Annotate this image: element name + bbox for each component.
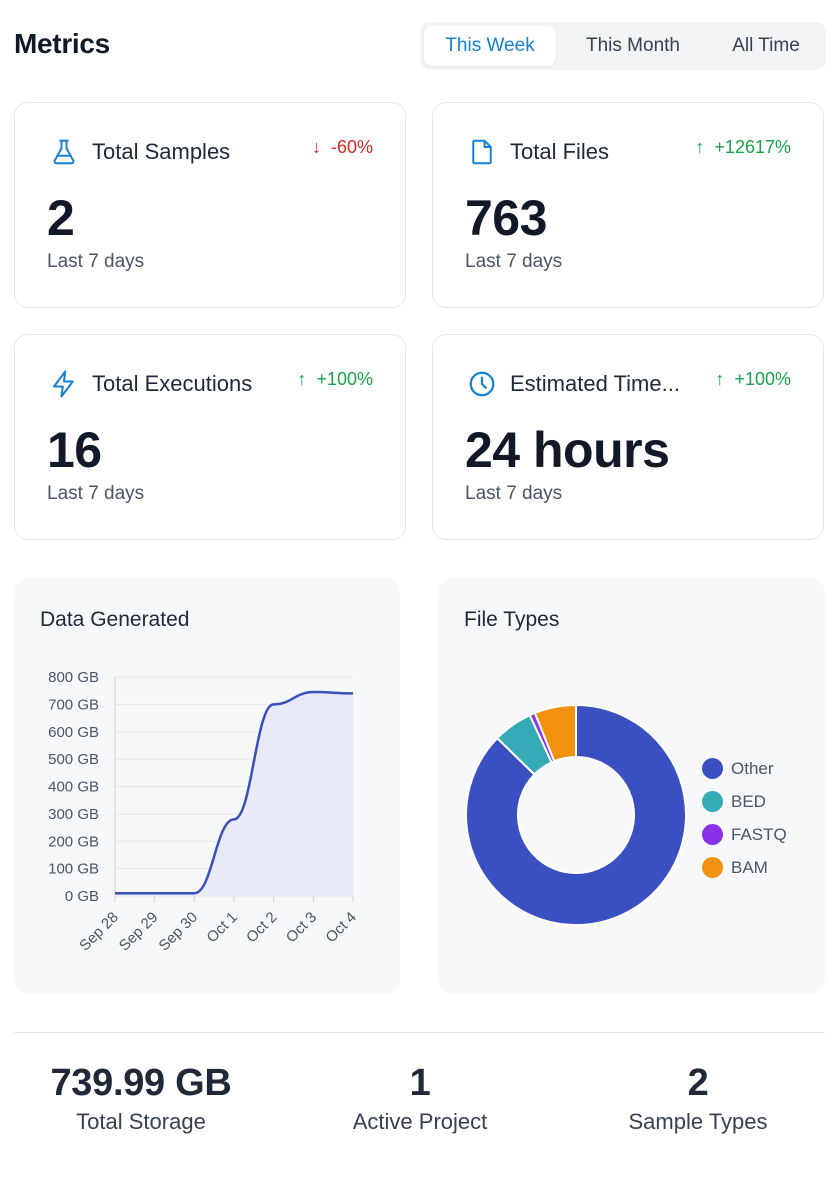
x-tick-label: Oct 2 — [243, 909, 280, 946]
metric-delta: ↑ +12617% — [695, 137, 791, 157]
summary-active-project: 1 Active Project — [285, 1062, 555, 1135]
y-tick-label: 100 GB — [48, 861, 99, 878]
donut-slice-bam — [533, 703, 577, 763]
metric-period: Last 7 days — [47, 483, 145, 504]
donut-slice-other — [465, 703, 687, 926]
metric-delta: ↑ +100% — [297, 369, 373, 389]
x-tick-label: Oct 1 — [203, 909, 240, 946]
data-generated-chart: 0 GB 100 GB 200 GB 300 GB 400 GB 500 GB 600 GB… — [48, 669, 360, 955]
data-generated-title: Data Generated — [40, 608, 190, 631]
data-generated-panel: Data Generated 0 GB 100 GB 200 GB 300 GB 400… — [14, 578, 400, 994]
y-tick-label: 0 GB — [65, 888, 99, 905]
time-range-toggle: This Week This Month All Time — [420, 22, 826, 70]
arrow-up-icon: ↑ — [695, 137, 705, 157]
flask-icon — [53, 139, 75, 165]
y-tick-label: 400 GB — [48, 779, 99, 796]
y-tick-label: 200 GB — [48, 833, 99, 850]
metric-period: Last 7 days — [465, 483, 563, 504]
file-types-panel: File Types Other BED FASTQ BAM — [438, 578, 825, 994]
metric-label: Estimated Time... — [510, 371, 680, 396]
metric-label: Total Samples — [92, 139, 231, 164]
file-icon — [472, 139, 492, 165]
legend-label: BAM — [731, 857, 768, 877]
x-tick-label: Oct 3 — [283, 909, 320, 946]
y-tick-label: 500 GB — [48, 751, 99, 768]
file-types-title: File Types — [464, 608, 560, 631]
y-tick-label: 600 GB — [48, 724, 99, 741]
x-tick-label: Sep 30 — [156, 909, 202, 955]
tab-this-month[interactable]: This Month — [586, 35, 680, 56]
lightning-icon — [53, 370, 74, 398]
file-types-legend: Other BED FASTQ BAM — [702, 752, 787, 884]
metric-card-total-files: Total Files ↑ +12617% 763 Last 7 days — [432, 102, 824, 308]
summary-label: Total Storage — [76, 1109, 206, 1134]
file-types-chart — [465, 703, 687, 926]
metric-value: 763 — [465, 190, 547, 246]
metric-delta: ↓ -60% — [311, 137, 373, 157]
clock-icon — [469, 371, 495, 397]
metric-period: Last 7 days — [47, 251, 145, 272]
summary-value: 2 — [687, 1062, 709, 1104]
summary-value: 739.99 GB — [50, 1062, 232, 1104]
legend-swatch — [702, 758, 723, 779]
x-tick-label: Oct 4 — [322, 909, 359, 946]
legend-label: FASTQ — [731, 824, 787, 844]
legend-label: BED — [731, 791, 766, 811]
summary-label: Sample Types — [628, 1109, 768, 1134]
metric-card-total-samples: Total Samples ↓ -60% 2 Last 7 days — [14, 102, 406, 308]
y-tick-label: 700 GB — [48, 696, 99, 713]
legend-item-other[interactable]: Other — [702, 752, 787, 785]
x-tick-label: Sep 29 — [116, 909, 162, 955]
arrow-up-icon: ↑ — [297, 369, 307, 389]
tab-all-time[interactable]: All Time — [732, 35, 800, 56]
arrow-down-icon: ↓ — [311, 137, 321, 157]
metric-label: Total Executions — [92, 371, 253, 396]
legend-item-bed[interactable]: BED — [702, 785, 787, 818]
metric-card-total-executions: Total Executions ↑ +100% 16 Last 7 days — [14, 334, 406, 540]
summary-sample-types: 2 Sample Types — [563, 1062, 833, 1135]
legend-swatch — [702, 791, 723, 812]
page-title: Metrics — [14, 28, 110, 59]
arrow-up-icon: ↑ — [715, 369, 725, 389]
header: Metrics This Week This Month All Time — [14, 22, 826, 70]
legend-item-fastq[interactable]: FASTQ — [702, 818, 787, 851]
metric-card-estimated-time: Estimated Time... ↑ +100% 24 hours Last … — [432, 334, 824, 540]
y-tick-label: 300 GB — [48, 806, 99, 823]
summary-value: 1 — [409, 1062, 431, 1104]
legend-item-bam[interactable]: BAM — [702, 851, 787, 884]
legend-label: Other — [731, 758, 774, 778]
metric-value: 16 — [47, 422, 102, 478]
metric-delta: ↑ +100% — [715, 369, 791, 389]
metric-value: 24 hours — [465, 422, 670, 478]
metric-period: Last 7 days — [465, 251, 563, 272]
summary-label: Active Project — [352, 1109, 488, 1134]
summary-total-storage: 739.99 GB Total Storage — [6, 1062, 276, 1135]
metric-label: Total Files — [510, 139, 610, 164]
data-line — [115, 690, 354, 895]
legend-swatch — [702, 824, 723, 845]
metric-value: 2 — [47, 190, 75, 246]
divider — [14, 1032, 825, 1033]
y-tick-label: 800 GB — [48, 669, 99, 686]
tab-this-week[interactable]: This Week — [424, 26, 556, 66]
legend-swatch — [702, 857, 723, 878]
x-tick-label: Sep 28 — [76, 909, 122, 955]
area-fill — [115, 692, 353, 896]
